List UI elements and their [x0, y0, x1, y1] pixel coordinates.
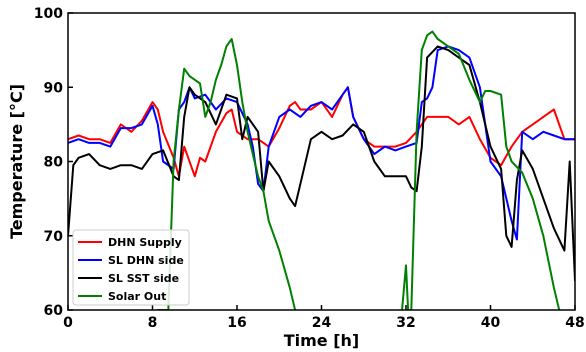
- legend-label: SL SST side: [108, 272, 179, 285]
- x-tick-label: 0: [63, 315, 73, 331]
- x-tick-label: 32: [396, 315, 415, 331]
- legend-label: SL DHN side: [108, 254, 184, 267]
- legend: DHN Supply SL DHN side SL SST side Solar Ou…: [73, 230, 189, 305]
- y-tick-label: 80: [44, 155, 64, 171]
- legend-label: Solar Out: [108, 290, 166, 303]
- x-tick-label: 16: [227, 315, 246, 331]
- y-tick-label: 100: [34, 6, 63, 22]
- series-line-sl-dhn-side: [68, 46, 575, 239]
- y-axis-label: Temperature [°C]: [7, 84, 26, 239]
- y-tick-label: 90: [44, 80, 64, 96]
- series-line-solar-out: [158, 32, 559, 325]
- legend-label: DHN Supply: [108, 236, 182, 249]
- x-tick-label: 40: [481, 315, 501, 331]
- x-axis-label: Time [h]: [284, 331, 360, 350]
- y-tick-label: 70: [44, 229, 64, 245]
- x-tick-label: 24: [312, 315, 332, 331]
- x-tick-label: 8: [148, 315, 158, 331]
- y-tick-label: 60: [44, 303, 64, 319]
- x-tick-label: 48: [565, 315, 584, 331]
